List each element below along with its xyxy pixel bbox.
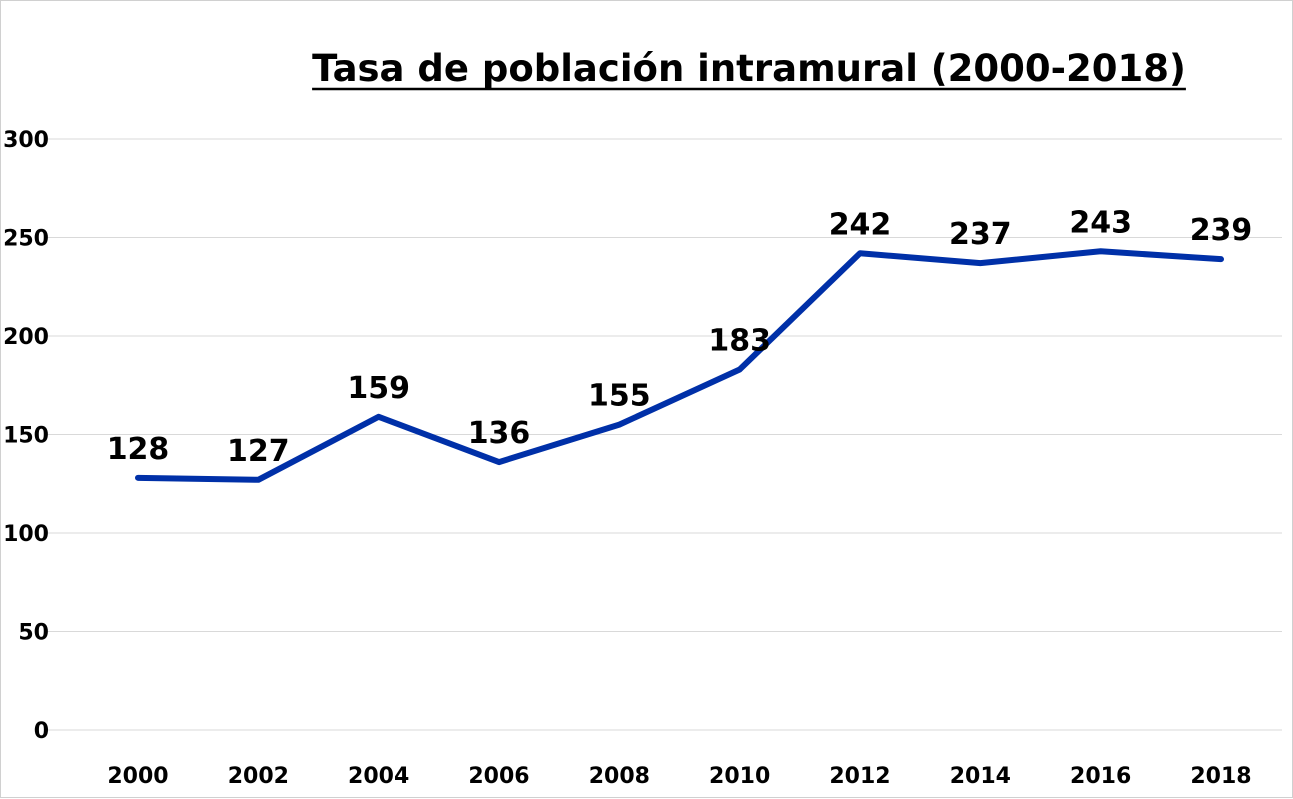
series-line	[138, 251, 1221, 480]
y-tick-label: 100	[3, 522, 49, 547]
x-tick-label: 2014	[950, 764, 1011, 789]
x-tick-label: 2004	[348, 764, 409, 789]
x-tick-label: 2018	[1190, 764, 1251, 789]
data-label: 127	[227, 434, 290, 469]
data-label: 242	[829, 207, 892, 242]
data-label: 183	[708, 323, 771, 358]
x-tick-label: 2002	[228, 764, 289, 789]
data-label: 136	[468, 416, 531, 451]
y-tick-label: 0	[34, 719, 49, 744]
x-tick-label: 2016	[1070, 764, 1131, 789]
data-label: 237	[949, 217, 1012, 252]
data-label: 155	[588, 379, 651, 414]
y-tick-label: 50	[18, 621, 49, 646]
x-tick-label: 2008	[589, 764, 650, 789]
x-tick-label: 2012	[829, 764, 890, 789]
y-tick-label: 300	[3, 128, 49, 153]
y-tick-label: 150	[3, 424, 49, 449]
x-tick-label: 2010	[709, 764, 770, 789]
x-tick-label: 2006	[468, 764, 529, 789]
data-label: 159	[347, 371, 410, 406]
data-label: 239	[1190, 213, 1253, 248]
y-tick-label: 250	[3, 227, 49, 252]
x-tick-label: 2000	[107, 764, 168, 789]
data-label: 128	[107, 432, 170, 467]
y-tick-label: 200	[3, 325, 49, 350]
data-label: 243	[1069, 205, 1132, 240]
chart-title: Tasa de población intramural (2000-2018)	[312, 47, 1186, 90]
